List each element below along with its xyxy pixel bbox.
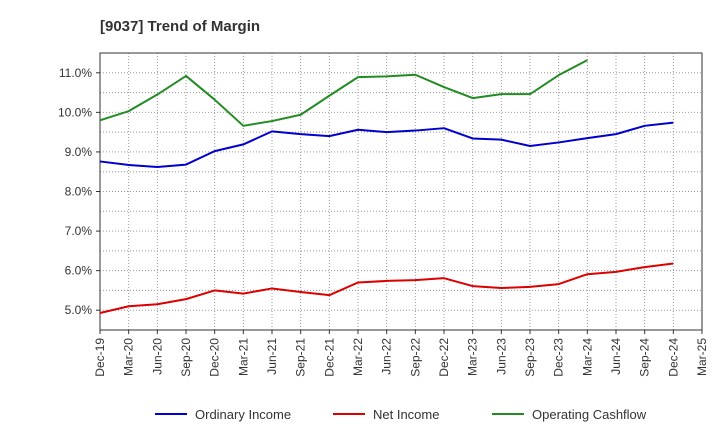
legend: Ordinary Income Net Income Operating Cashf…: [155, 407, 647, 422]
legend-label: Operating Cashflow: [532, 407, 647, 422]
y-tick-label: 9.0%: [65, 145, 93, 159]
x-tick-label: Sep-24: [638, 338, 652, 377]
x-tick-label: Mar-20: [122, 338, 136, 376]
x-tick-label: Dec-22: [437, 338, 451, 377]
x-tick-label: Jun-21: [265, 338, 279, 375]
series-lines: [99, 59, 674, 314]
series-line: [99, 262, 674, 314]
x-tick-label: Sep-20: [179, 338, 193, 377]
x-tick-label: Jun-22: [380, 338, 394, 375]
x-tick-label: Mar-21: [236, 338, 250, 376]
x-tick-label: Sep-21: [294, 338, 308, 377]
x-tick-label: Dec-19: [93, 338, 107, 377]
x-tick-label: Jun-20: [150, 338, 164, 375]
series-line: [99, 121, 674, 168]
x-tick-label: Mar-25: [695, 338, 709, 376]
x-tick-label: Mar-23: [466, 338, 480, 376]
grid: [99, 52, 703, 331]
x-tick-label: Dec-23: [552, 338, 566, 377]
y-tick-label: 11.0%: [59, 66, 92, 80]
series-line: [99, 59, 588, 127]
y-tick-label: 8.0%: [65, 185, 93, 199]
chart-title: [9037] Trend of Margin: [100, 18, 260, 35]
x-tick-label: Dec-20: [208, 338, 222, 377]
x-tick-label: Dec-21: [322, 338, 336, 377]
x-tick-label: Jun-24: [609, 338, 623, 375]
x-tick-label: Dec-24: [666, 338, 680, 377]
x-tick-label: Sep-22: [408, 338, 422, 377]
y-tick-label: 6.0%: [65, 264, 93, 278]
legend-label: Ordinary Income: [195, 407, 291, 422]
y-tick-label: 7.0%: [65, 224, 93, 238]
x-tick-label: Mar-22: [351, 338, 365, 376]
y-tick-label: 5.0%: [65, 303, 93, 317]
x-tick-label: Mar-24: [580, 338, 594, 376]
x-tick-label: Sep-23: [523, 338, 537, 377]
x-tick-label: Jun-23: [494, 338, 508, 375]
y-tick-label: 10.0%: [58, 105, 92, 119]
legend-label: Net Income: [373, 407, 439, 422]
axes: 5.0% 6.0% 7.0% 8.0% 9.0% 10.0% 11.0% Dec-19 Mar-…: [58, 52, 709, 377]
